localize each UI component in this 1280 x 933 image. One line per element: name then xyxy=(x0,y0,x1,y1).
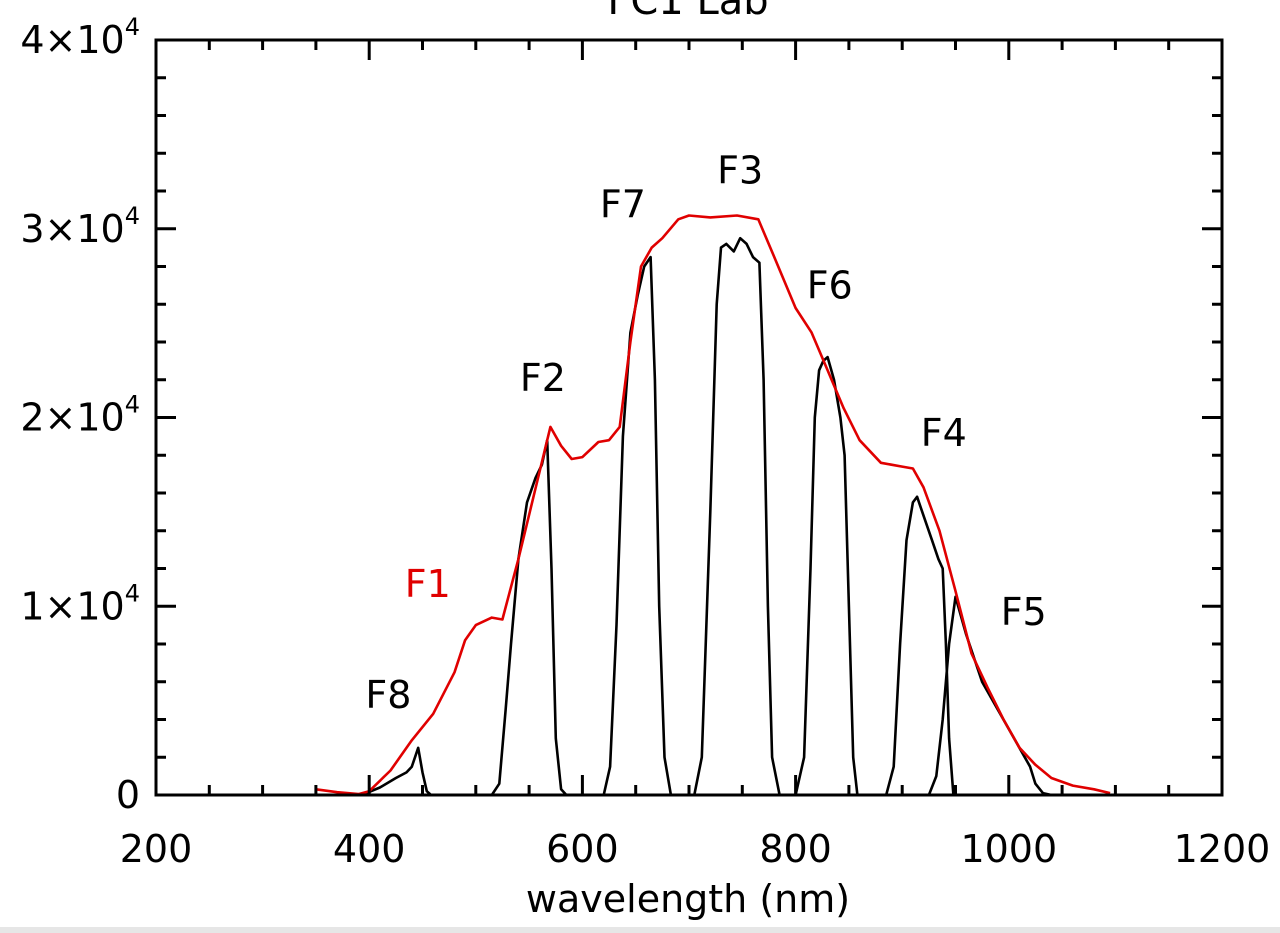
filter-labels: F1 F8 F2 F7 F3 F6 F4 F5 xyxy=(365,148,1046,717)
series-f2 xyxy=(490,438,568,795)
series-f3 xyxy=(693,236,781,795)
filter-label-f6: F6 xyxy=(807,264,853,308)
y-tick-label: 4×104 xyxy=(20,13,140,62)
filter-label-f5: F5 xyxy=(1001,590,1047,634)
chart-title: FC1 Lab xyxy=(607,0,768,24)
filter-label-f3: F3 xyxy=(717,148,763,192)
series-f7 xyxy=(602,255,673,795)
series-layer xyxy=(315,214,1111,795)
series-f8 xyxy=(347,746,432,795)
x-tick-label: 1000 xyxy=(960,827,1057,871)
y-tick-label: 3×104 xyxy=(20,202,140,251)
filter-label-f2: F2 xyxy=(520,356,566,400)
y-tick-label: 0 xyxy=(116,773,140,817)
bottom-strip xyxy=(0,927,1280,933)
x-tick-label: 600 xyxy=(546,827,619,871)
x-tick-labels: 200 400 600 800 1000 1200 xyxy=(120,827,1271,871)
filter-label-f8: F8 xyxy=(365,673,411,717)
series-f4 xyxy=(884,495,955,795)
series-f1 xyxy=(315,214,1111,795)
ticks-layer xyxy=(154,38,1224,797)
filter-label-f4: F4 xyxy=(921,411,967,455)
x-tick-label: 200 xyxy=(120,827,193,871)
y-tick-label: 2×104 xyxy=(20,391,140,440)
y-tick-label: 1×104 xyxy=(20,579,140,628)
plot-frame xyxy=(154,38,1224,797)
x-tick-label: 400 xyxy=(333,827,406,871)
x-axis-label: wavelength (nm) xyxy=(526,877,850,921)
filter-label-f7: F7 xyxy=(600,182,646,226)
series-f5 xyxy=(927,595,1052,795)
y-tick-labels: 0 1×104 2×104 3×104 4×104 xyxy=(20,13,140,817)
series-f6 xyxy=(794,355,859,795)
x-tick-label: 800 xyxy=(759,827,832,871)
filter-label-f1: F1 xyxy=(405,562,451,606)
x-tick-label: 1200 xyxy=(1174,827,1271,871)
